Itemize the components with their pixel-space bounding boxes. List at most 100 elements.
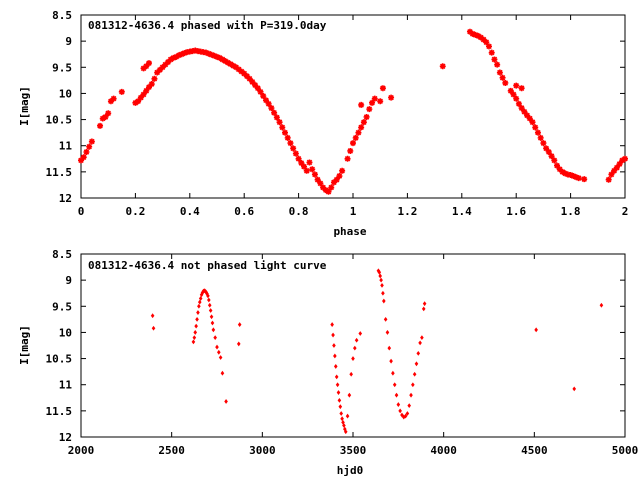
- x-tick-label: 0.2: [125, 205, 145, 218]
- data-point: [407, 403, 412, 409]
- data-point: [358, 124, 365, 131]
- data-point: [412, 371, 417, 377]
- data-point: [273, 114, 280, 121]
- data-point: [317, 180, 324, 187]
- data-point: [551, 157, 558, 164]
- data-point: [494, 61, 501, 68]
- data-point: [403, 413, 408, 419]
- data-point: [491, 56, 498, 63]
- x-tick-label: 1: [350, 205, 357, 218]
- x-tick-label: 2000: [68, 444, 95, 457]
- data-point: [107, 98, 114, 105]
- data-point: [198, 296, 203, 301]
- data-point: [216, 54, 223, 61]
- data-point: [518, 85, 525, 92]
- data-point: [311, 171, 318, 178]
- data-point: [165, 59, 172, 66]
- data-point: [204, 289, 208, 295]
- data-point: [86, 143, 93, 150]
- y-tick-label: 10: [59, 326, 72, 339]
- data-point: [197, 303, 201, 309]
- data-point: [416, 350, 421, 356]
- data-point: [510, 91, 517, 98]
- y-tick-label: 9.5: [52, 300, 72, 313]
- data-point: [287, 140, 294, 147]
- data-point: [391, 370, 395, 376]
- data-point: [159, 64, 166, 71]
- data-point: [334, 374, 339, 380]
- data-point: [295, 155, 302, 162]
- x-tick-label: 5000: [612, 444, 639, 457]
- data-point: [224, 59, 231, 66]
- data-point: [276, 119, 283, 126]
- data-point: [513, 95, 520, 102]
- data-point: [303, 167, 310, 174]
- data-point: [314, 176, 321, 183]
- data-point: [340, 416, 344, 422]
- data-point: [333, 176, 340, 183]
- data-point: [271, 109, 278, 116]
- data-point: [322, 187, 329, 194]
- data-point: [207, 297, 211, 303]
- data-point: [338, 404, 343, 410]
- data-point: [320, 184, 327, 191]
- data-point: [243, 73, 250, 80]
- data-point: [518, 105, 525, 112]
- data-point: [405, 411, 410, 416]
- data-point: [616, 161, 623, 168]
- data-point: [411, 382, 415, 388]
- data-point: [118, 88, 125, 95]
- data-point: [209, 314, 214, 320]
- y-tick-label: 11.5: [46, 405, 73, 418]
- y-tick-label: 8.5: [52, 248, 72, 261]
- data-point: [110, 95, 117, 102]
- data-point: [548, 153, 555, 160]
- y-tick-label: 10.5: [46, 114, 73, 127]
- data-point: [521, 108, 528, 115]
- data-point: [135, 98, 142, 105]
- data-point: [360, 119, 367, 126]
- data-point: [292, 150, 299, 157]
- data-point: [230, 62, 237, 69]
- data-point: [537, 134, 544, 141]
- data-point: [543, 145, 550, 152]
- data-point: [260, 93, 267, 100]
- data-point: [502, 79, 509, 86]
- data-point: [331, 332, 335, 338]
- data-point: [534, 129, 541, 136]
- data-point: [355, 129, 362, 136]
- data-point: [486, 43, 492, 50]
- data-point: [349, 371, 353, 377]
- data-point: [387, 345, 392, 351]
- data-point: [363, 113, 370, 120]
- data-point: [409, 392, 413, 398]
- data-point: [488, 49, 495, 56]
- data-point: [507, 87, 514, 94]
- data-point: [224, 399, 228, 404]
- data-point: [332, 343, 336, 348]
- y-tick-label: 9: [65, 274, 72, 287]
- data-point: [214, 53, 220, 60]
- data-point: [335, 382, 340, 388]
- y-tick-label: 11: [59, 140, 73, 153]
- data-point: [559, 168, 566, 175]
- data-point: [235, 66, 242, 73]
- data-point: [475, 32, 482, 39]
- data-point: [515, 100, 522, 107]
- data-point: [414, 361, 419, 367]
- data-point: [325, 188, 332, 195]
- data-point: [143, 63, 150, 70]
- data-point: [306, 159, 313, 166]
- data-point: [132, 99, 139, 106]
- data-point: [483, 39, 490, 46]
- data-point: [215, 344, 219, 350]
- data-point: [611, 167, 618, 174]
- data-point: [622, 155, 628, 162]
- data-point: [524, 112, 531, 119]
- data-point: [336, 173, 343, 180]
- data-point: [205, 50, 212, 57]
- data-point: [477, 34, 484, 41]
- data-point: [422, 301, 427, 307]
- data-point: [330, 322, 334, 327]
